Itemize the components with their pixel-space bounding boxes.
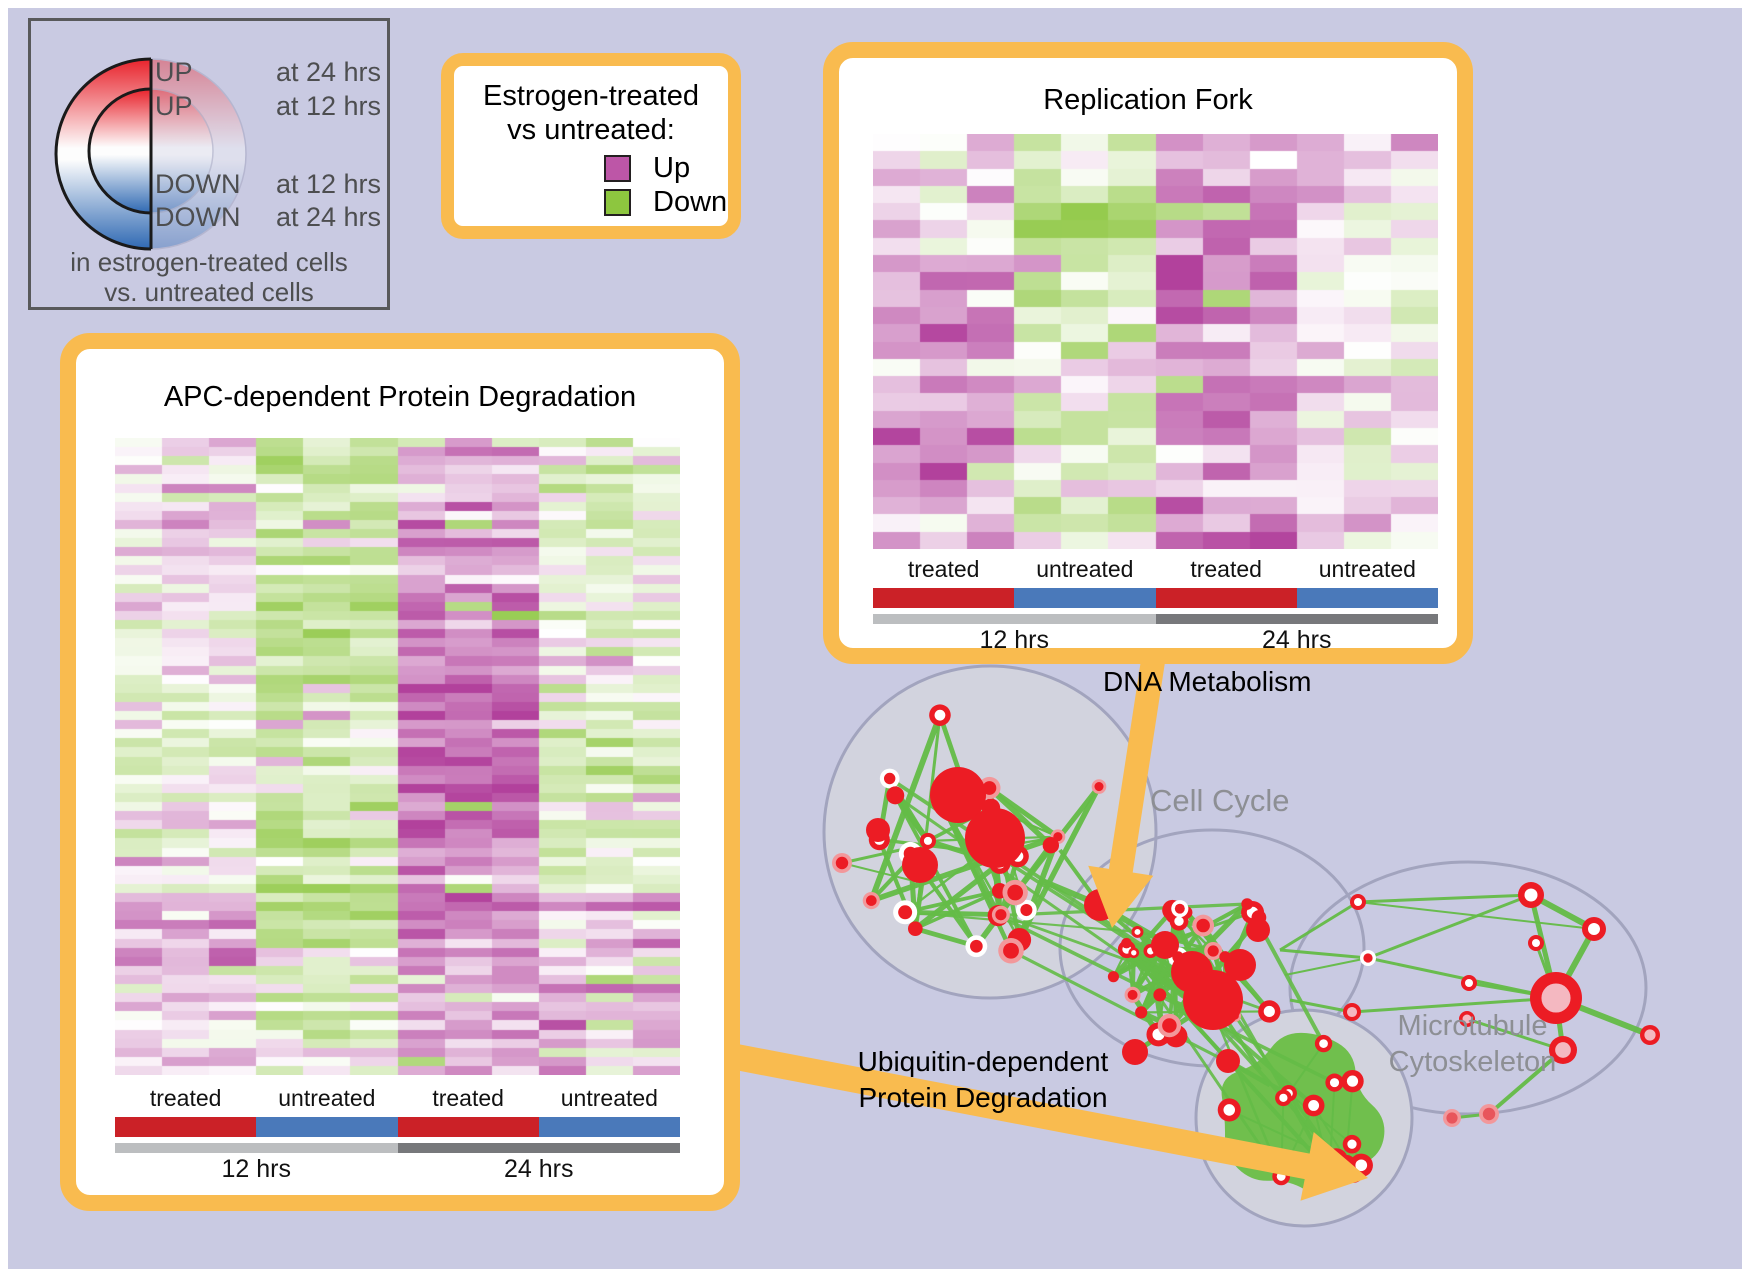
legend-at12-top: at 12 hrs bbox=[275, 91, 381, 121]
rf-12hrs-bar bbox=[873, 614, 1156, 624]
microtubule-label: Microtubule Cytoskeleton bbox=[1360, 1008, 1585, 1080]
apc-heatmap bbox=[115, 438, 680, 1075]
apc-panel-title: APC-dependent Protein Degradation bbox=[163, 381, 637, 413]
legend-down-outer: DOWN bbox=[155, 202, 241, 232]
apc-24hrs-label: 24 hrs bbox=[504, 1155, 574, 1183]
apc-degradation-panel: APC-dependent Protein Degradation treate… bbox=[60, 333, 740, 1211]
cell-cycle-label: Cell Cycle bbox=[1150, 783, 1290, 818]
apc-time-colorbar bbox=[115, 1143, 680, 1153]
concentric-updown-circles bbox=[54, 57, 247, 251]
up-swatch-label: Up bbox=[653, 152, 691, 184]
apc-untreated-12-bar bbox=[256, 1117, 398, 1137]
legend-up-outer: UP bbox=[155, 57, 193, 87]
apc-untreated-12-label: untreated bbox=[278, 1085, 376, 1111]
apc-condition-labels: treated untreated treated untreated bbox=[115, 1085, 680, 1112]
ubiquitin-label-line2: Protein Degradation bbox=[858, 1082, 1108, 1113]
down-color-swatch bbox=[604, 189, 631, 216]
down-swatch-label: Down bbox=[653, 186, 728, 218]
rf-untreated-12-bar bbox=[1014, 588, 1156, 608]
rf-treated-12-label: treated bbox=[907, 556, 980, 582]
rf-untreated-24-bar bbox=[1296, 588, 1438, 608]
microtubule-label-line1: Microtubule bbox=[1397, 1010, 1548, 1042]
replication-fork-title: Replication Fork bbox=[1043, 84, 1253, 116]
legend-at24-top: at 24 hrs bbox=[275, 57, 381, 87]
estrogen-legend-title1: Estrogen-treated bbox=[482, 80, 699, 112]
apc-treated-12-bar bbox=[115, 1117, 257, 1137]
rf-12hrs-label: 12 hrs bbox=[979, 626, 1049, 654]
rf-treated-12-bar bbox=[873, 588, 1015, 608]
apc-treated-24-bar bbox=[397, 1117, 539, 1137]
rf-treated-24-bar bbox=[1155, 588, 1297, 608]
updown-time-legend-box: UP at 24 hrs UP at 12 hrs DOWN at 12 hrs… bbox=[28, 18, 390, 310]
apc-24hrs-bar bbox=[397, 1143, 680, 1153]
apc-12hrs-bar bbox=[115, 1143, 398, 1153]
up-color-swatch bbox=[604, 155, 631, 182]
apc-condition-colorbar bbox=[115, 1117, 680, 1137]
apc-12hrs-label: 12 hrs bbox=[221, 1155, 291, 1183]
legend-at24-bottom: at 24 hrs bbox=[275, 202, 381, 232]
legend-at12-bottom: at 12 hrs bbox=[275, 169, 381, 199]
legend-up-row: Up bbox=[604, 152, 690, 185]
rf-untreated-24-label: untreated bbox=[1318, 556, 1416, 582]
ubiquitin-label: Ubiquitin-dependent Protein Degradation bbox=[848, 1044, 1118, 1116]
dna-metabolism-label: DNA Metabolism bbox=[1103, 666, 1312, 697]
legend-caption-line1: in estrogen-treated cells bbox=[70, 247, 348, 277]
replication-fork-heatmap bbox=[873, 134, 1438, 549]
estrogen-legend-title2: vs untreated: bbox=[507, 114, 675, 146]
rf-24hrs-label: 24 hrs bbox=[1262, 626, 1332, 654]
apc-treated-12-label: treated bbox=[149, 1085, 222, 1111]
legend-down-inner: DOWN bbox=[155, 169, 241, 199]
ubiquitin-label-line1: Ubiquitin-dependent bbox=[857, 1046, 1109, 1077]
apc-untreated-24-bar bbox=[538, 1117, 680, 1137]
replication-fork-panel: Replication Fork treated untreated treat… bbox=[823, 42, 1473, 664]
legend-down-row: Down bbox=[604, 186, 727, 219]
rf-untreated-12-label: untreated bbox=[1036, 556, 1134, 582]
apc-untreated-24-label: untreated bbox=[560, 1085, 658, 1111]
legend-up-inner: UP bbox=[155, 91, 193, 121]
rf-time-colorbar bbox=[873, 614, 1438, 624]
rf-24hrs-bar bbox=[1155, 614, 1438, 624]
rf-condition-labels: treated untreated treated untreated bbox=[873, 556, 1438, 583]
rf-condition-colorbar bbox=[873, 588, 1438, 608]
rf-treated-24-label: treated bbox=[1190, 556, 1262, 582]
estrogen-updown-legend-box: Estrogen-treated vs untreated: Up Down bbox=[441, 53, 741, 239]
apc-treated-24-label: treated bbox=[432, 1085, 504, 1111]
apc-time-labels: 12 hrs 24 hrs bbox=[115, 1155, 680, 1184]
microtubule-label-line2: Cytoskeleton bbox=[1388, 1046, 1557, 1078]
legend-caption-line2: vs. untreated cells bbox=[104, 277, 314, 307]
rf-time-labels: 12 hrs 24 hrs bbox=[873, 626, 1438, 655]
